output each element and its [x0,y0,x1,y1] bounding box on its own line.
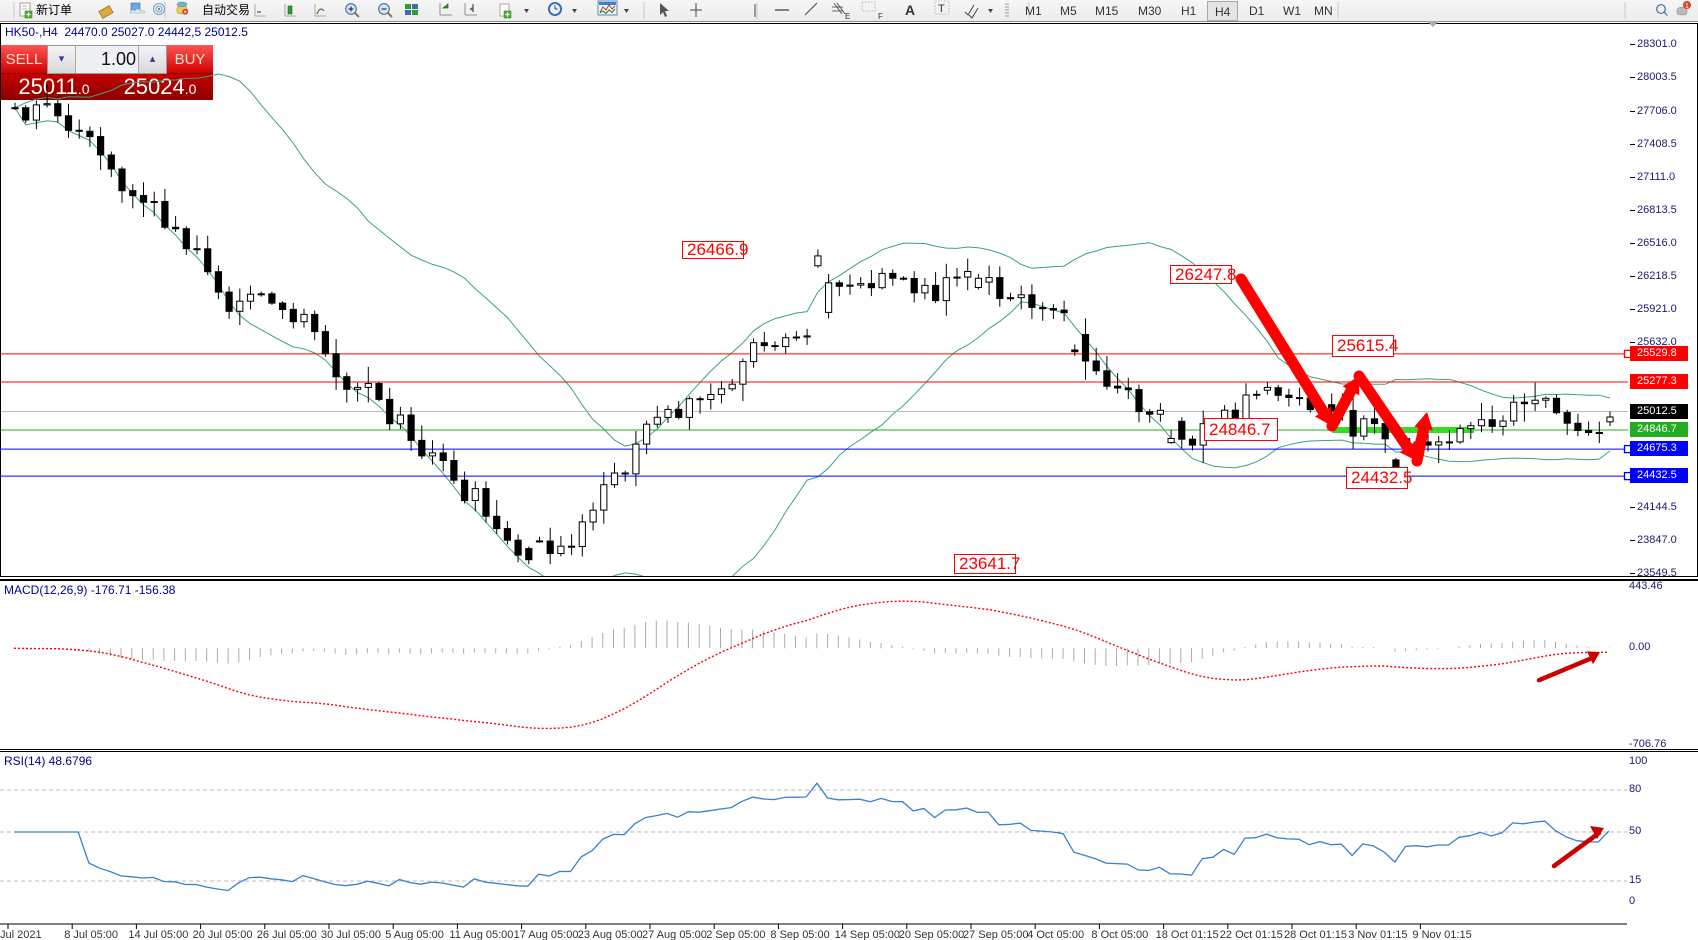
svg-text:1: 1 [1685,3,1689,10]
